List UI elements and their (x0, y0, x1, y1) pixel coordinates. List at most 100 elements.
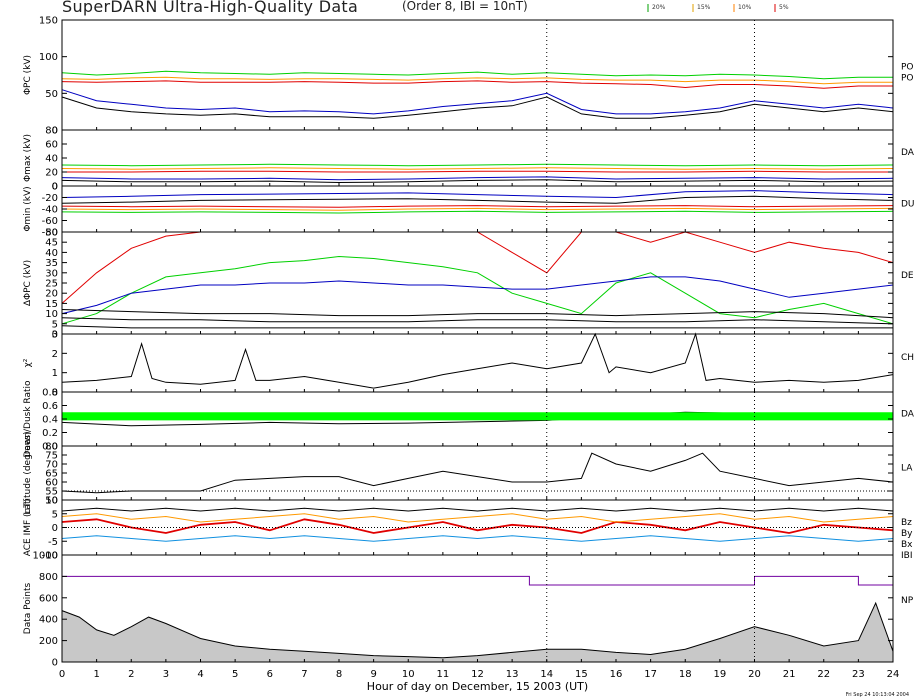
y-tick-label: 20 (45, 289, 58, 300)
right-label: PO (901, 63, 914, 73)
y-axis-label-chi2: χ² (23, 358, 33, 367)
right-label: DU (901, 200, 915, 210)
y-tick-label: -5 (48, 537, 58, 548)
x-tick-label: 9 (370, 669, 376, 680)
y-tick-label: 45 (45, 238, 58, 249)
y-tick-label: 5 (52, 319, 58, 330)
series-line-imf (61, 535, 894, 542)
y-tick-label: 150 (39, 16, 58, 27)
y-tick-label: 25 (45, 279, 58, 290)
x-tick-label: 0 (59, 669, 65, 680)
y-tick-label: -60 (42, 216, 58, 227)
y-tick-label: 40 (45, 248, 58, 259)
series-line-imf (61, 518, 894, 534)
series-line-phi_pc (61, 96, 894, 119)
threshold-20: 20% (652, 4, 666, 11)
y-tick-label: 35 (45, 258, 58, 269)
right-label: DA (901, 148, 915, 158)
y-tick-label: 400 (39, 615, 58, 626)
x-tick-label: 6 (267, 669, 273, 680)
y-tick-label: 600 (39, 593, 58, 604)
x-tick-label: 16 (610, 669, 623, 680)
y-tick-label: 0.2 (42, 428, 58, 439)
series-line-data_points (62, 575, 893, 586)
right-label: NP (901, 596, 914, 606)
series-line-phi_min (61, 190, 894, 199)
page-title: SuperDARN Ultra-High-Quality Data (62, 0, 359, 16)
y-axis-label-latitude: Latitude (degrees) (23, 431, 33, 514)
right-label: IBI (901, 551, 912, 561)
y-tick-label: 0 (52, 126, 58, 137)
y-tick-label: 100 (39, 52, 58, 63)
x-tick-label: 17 (644, 669, 657, 680)
right-label: PO (901, 74, 914, 84)
series-line-delta_phi (61, 255, 894, 325)
x-tick-label: 10 (402, 669, 415, 680)
right-label: Bz (901, 518, 912, 528)
series-line-delta_phi (61, 317, 894, 325)
y-tick-label: 0 (52, 182, 58, 193)
y-tick-label: 0.8 (42, 388, 58, 399)
y-tick-label: -20 (42, 193, 58, 204)
series-line-delta_phi (61, 276, 894, 315)
x-tick-label: 4 (197, 669, 203, 680)
x-tick-label: 20 (748, 669, 761, 680)
y-axis-label-data_points: Data Points (23, 582, 33, 634)
series-line-delta_phi (61, 325, 893, 329)
x-tick-label: 19 (714, 669, 727, 680)
x-tick-label: 12 (471, 669, 484, 680)
series-line-phi_pc (61, 89, 894, 115)
threshold-5: 5% (779, 4, 789, 11)
y-tick-label: 2 (52, 349, 58, 360)
series-line-phi_max (61, 167, 894, 170)
right-label: DE (901, 271, 914, 281)
x-tick-label: 14 (540, 669, 553, 680)
x-tick-label: 7 (301, 669, 307, 680)
series-area-dawn_dusk (62, 412, 893, 421)
series-line-imf (61, 513, 894, 523)
y-tick-label: 50 (45, 496, 58, 507)
y-tick-label: 0 (52, 182, 58, 193)
series-line-phi_pc (61, 70, 893, 80)
x-tick-label: 5 (232, 669, 238, 680)
series-line-phi_max (62, 170, 893, 173)
x-tick-label: 22 (817, 669, 830, 680)
y-tick-label: 30 (45, 268, 58, 279)
series-area-data_points (61, 601, 894, 663)
y-tick-label: 60 (45, 478, 58, 489)
x-tick-label: 24 (887, 669, 900, 680)
y-tick-label: 65 (45, 469, 58, 480)
y-tick-label: -80 (42, 228, 58, 239)
y-tick-label: 0.0 (42, 442, 58, 453)
x-tick-label: 3 (163, 669, 169, 680)
y-tick-label: 0 (52, 388, 58, 399)
x-tick-label: 23 (852, 669, 865, 680)
y-tick-label: 80 (45, 442, 58, 453)
y-tick-label: 50 (45, 89, 58, 100)
y-tick-label: 80 (45, 126, 58, 137)
y-tick-label: -40 (42, 205, 58, 216)
x-tick-label: 21 (783, 669, 796, 680)
y-axis-label-dawn_dusk: Dawn/Dusk Ratio (23, 380, 33, 458)
panel-frame-delta_phi (61, 231, 894, 335)
y-tick-label: 5 (52, 509, 58, 520)
page-subtitle: (Order 8, IBI = 10nT) (402, 0, 528, 13)
y-tick-label: 3 (52, 330, 58, 341)
y-tick-label: 40 (45, 154, 58, 165)
series-line-phi_max (61, 179, 894, 184)
x-axis-label: Hour of day on December, 15 2003 (UT) (367, 680, 588, 693)
series-line-phi_pc (61, 80, 893, 89)
y-tick-label: 20 (45, 168, 58, 179)
series-line-phi_min (61, 205, 894, 208)
y-axis-label-phi_max: Φmax (kV) (23, 134, 33, 182)
y-tick-label: 15 (45, 299, 58, 310)
x-tick-label: 1 (93, 669, 99, 680)
series-line-phi_min (61, 207, 894, 211)
y-tick-label: -10 (42, 551, 58, 562)
y-tick-label: 0 (52, 658, 58, 669)
y-tick-label: 10 (45, 496, 58, 507)
y-axis-label-phi_pc: ΦPC (kV) (23, 55, 33, 95)
y-tick-label: 800 (39, 572, 58, 583)
y-tick-label: 0.4 (42, 415, 58, 426)
